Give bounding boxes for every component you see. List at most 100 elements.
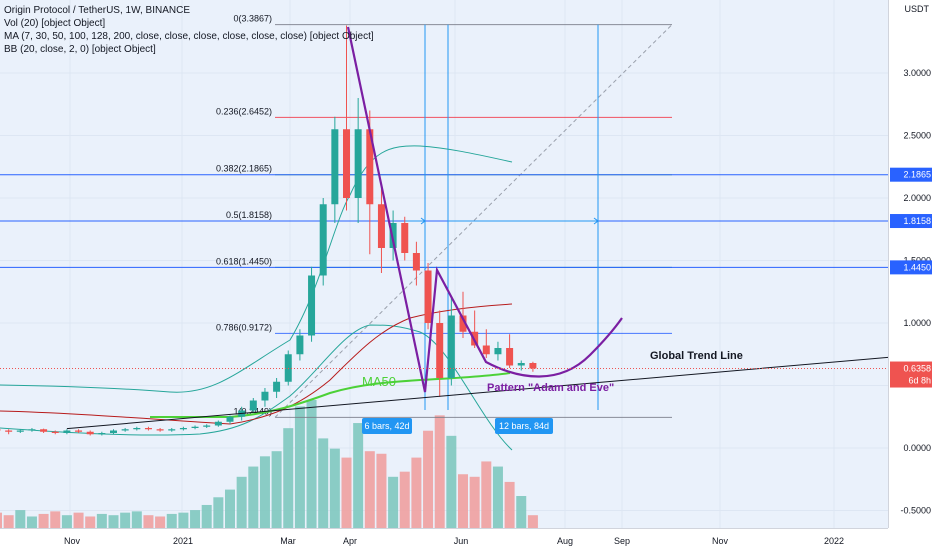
volume-bar <box>353 423 364 528</box>
volume-bar <box>190 510 201 528</box>
legend-volume[interactable]: Vol (20) [object Object] <box>4 18 106 29</box>
current-price-box <box>890 361 932 388</box>
price-tick-label: 3.0000 <box>903 68 931 78</box>
current-price-label: 0.6358 <box>903 364 931 374</box>
candle-body <box>144 428 152 430</box>
countdown-label: 6d 8h <box>908 376 931 386</box>
volume-bar <box>329 448 340 528</box>
volume-bar <box>492 466 503 528</box>
pattern-label: Pattern "Adam and Eve" <box>487 382 614 394</box>
volume-bar <box>399 471 410 528</box>
candle-body <box>121 429 129 431</box>
candle-body <box>319 204 327 276</box>
candle-body <box>459 315 467 332</box>
volume-bar <box>259 456 270 528</box>
global-trend-line <box>66 356 888 430</box>
time-axis[interactable]: Nov 2021 Mar Apr Jun Aug Sep Nov 2022 <box>0 528 888 551</box>
time-tick-label: Nov <box>712 536 729 546</box>
range-label-2-box <box>495 418 553 434</box>
volume-bar <box>201 504 212 528</box>
volume-bar <box>213 497 224 528</box>
legend-bb[interactable]: BB (20, close, 2, 0) [object Object] <box>4 44 156 55</box>
legend-ma[interactable]: MA (7, 30, 50, 100, 128, 200, close, clo… <box>4 31 374 42</box>
price-axis[interactable]: 3.00002.50002.00001.50001.00000.0000-0.5… <box>888 0 932 528</box>
volume-bar <box>527 515 538 528</box>
currency-button[interactable]: USDT <box>904 4 930 14</box>
range-arrowhead <box>420 217 426 225</box>
candle-body <box>482 345 490 355</box>
fib-level-label: 0.618(1.4450) <box>216 256 272 266</box>
trend-line-label: Global Trend Line <box>650 350 743 362</box>
volume-bar <box>0 512 2 528</box>
candle-body <box>203 425 211 427</box>
volume-bar <box>131 511 142 528</box>
volume-bar <box>481 461 492 528</box>
price-tick-label: 0.0000 <box>903 443 931 453</box>
volume-bar <box>155 516 166 528</box>
fib-level-label: 0.382(2.1865) <box>216 164 272 174</box>
volume-bar <box>283 428 294 528</box>
volume-bar <box>61 515 72 528</box>
volume-bar <box>388 476 399 528</box>
time-tick-label: 2021 <box>173 536 193 546</box>
volume-bar <box>364 451 375 528</box>
price-marker-label: 2.1865 <box>903 170 931 180</box>
volume-bar <box>411 457 422 528</box>
volume-bar <box>423 430 434 528</box>
volume-bar <box>294 406 305 528</box>
fib-level-label: 0.236(2.6452) <box>216 106 272 116</box>
time-tick-label: Aug <box>557 536 573 546</box>
candle-body <box>308 275 316 336</box>
volume-bar <box>248 466 259 528</box>
volume-bar <box>504 481 515 528</box>
candle-body <box>179 428 187 430</box>
main-chart-svg[interactable]: 0(3.3867) 0.236(2.6452) 0.382(2.1865) 0.5(1… <box>0 0 888 528</box>
indicator-legend: Origin Protocol / TetherUS, 1W, BINANCE … <box>4 4 374 56</box>
candle-body <box>343 129 350 198</box>
fib-level-label: 1(0.2449) <box>233 406 272 416</box>
candle-body <box>133 428 141 430</box>
fib-level-label: 0.5(1.8158) <box>226 210 272 220</box>
candle-body <box>273 381 281 392</box>
volume-bar <box>318 438 329 528</box>
range-label-1: 6 bars, 42d <box>364 421 409 431</box>
volume-bar <box>341 457 352 528</box>
ma50-label: MA50 <box>362 374 396 389</box>
volume-bar <box>446 435 457 528</box>
range-arrowhead <box>593 217 599 225</box>
price-axis-svg: 3.00002.50002.00001.50001.00000.0000-0.5… <box>890 68 932 516</box>
candle-body <box>296 335 304 355</box>
fib-level-label: 0(3.3867) <box>233 14 272 24</box>
candle-body <box>16 430 24 432</box>
time-tick-label: Apr <box>343 536 357 546</box>
volume-bar <box>178 512 189 528</box>
candle-body <box>529 363 537 369</box>
volume-bar <box>3 515 14 528</box>
candle-body <box>261 391 269 401</box>
candle-body <box>191 426 199 428</box>
candle-body <box>506 348 514 366</box>
volume-bar <box>306 400 317 528</box>
candle-body <box>249 400 257 411</box>
volume-bar <box>271 451 282 528</box>
legend-title: Origin Protocol / TetherUS, 1W, BINANCE <box>4 5 190 16</box>
candle-body <box>98 433 106 435</box>
chart-area[interactable]: 0(3.3867) 0.236(2.6452) 0.382(2.1865) 0.5(1… <box>0 0 888 528</box>
candle-body <box>354 129 362 198</box>
adam-eve-pattern-drawing <box>346 26 623 393</box>
candle-body <box>226 416 234 422</box>
volume-bar <box>469 476 480 528</box>
candle-body <box>86 431 94 435</box>
price-marker-box <box>890 214 932 229</box>
bollinger-upper-line <box>0 145 513 393</box>
price-marker-box <box>890 167 932 182</box>
volume-bar <box>120 512 131 528</box>
price-marker-box <box>890 260 932 275</box>
price-tick-label: -0.5000 <box>900 506 931 516</box>
candle-body <box>331 129 339 205</box>
price-marker-label: 1.4450 <box>903 262 931 272</box>
price-tick-label: 2.0000 <box>903 193 931 203</box>
volume-bar <box>236 476 247 528</box>
time-tick-label: Nov <box>64 536 81 546</box>
candle-body <box>517 363 525 366</box>
